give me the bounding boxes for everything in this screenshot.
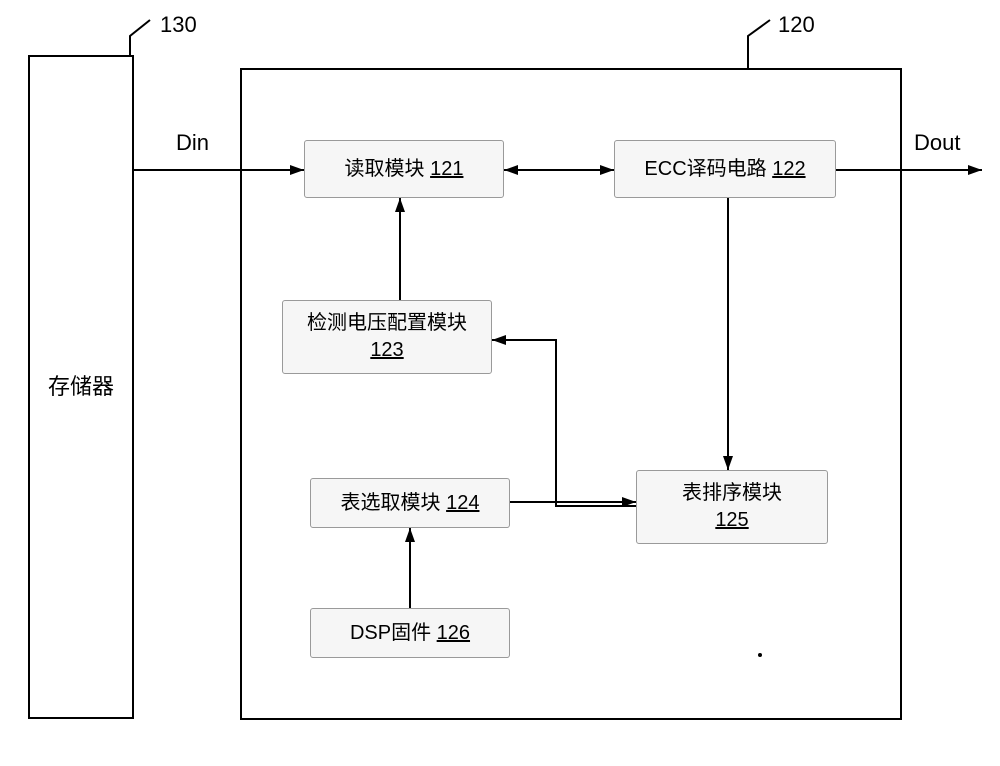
read-module-ref: 121	[430, 158, 463, 180]
voltage-config-label: 检测电压配置模块	[307, 310, 467, 337]
dsp-firmware-block: DSP固件 126	[310, 608, 510, 658]
memory-label: 存储器	[48, 372, 114, 402]
dsp-firmware-label: DSP固件	[350, 622, 431, 644]
voltage-config-block: 检测电压配置模块 123	[282, 300, 492, 374]
table-select-block: 表选取模块 124	[310, 478, 510, 528]
table-sort-block: 表排序模块 125	[636, 470, 828, 544]
dsp-firmware-ref: 126	[437, 622, 470, 644]
dout-label: Dout	[914, 130, 960, 156]
memory-block: 存储器	[28, 55, 134, 719]
callout-120-label: 120	[778, 12, 815, 38]
ecc-decode-label: ECC译码电路	[644, 158, 766, 180]
ecc-decode-block: ECC译码电路 122	[614, 140, 836, 198]
table-select-ref: 124	[446, 492, 479, 514]
callout-130-label: 130	[160, 12, 197, 38]
din-label: Din	[176, 130, 209, 156]
read-module-block: 读取模块 121	[304, 140, 504, 198]
table-sort-label: 表排序模块	[682, 480, 782, 507]
table-sort-ref: 125	[715, 507, 748, 534]
table-select-label: 表选取模块	[341, 492, 441, 514]
read-module-label: 读取模块	[345, 158, 425, 180]
ecc-decode-ref: 122	[772, 158, 805, 180]
voltage-config-ref: 123	[370, 337, 403, 364]
